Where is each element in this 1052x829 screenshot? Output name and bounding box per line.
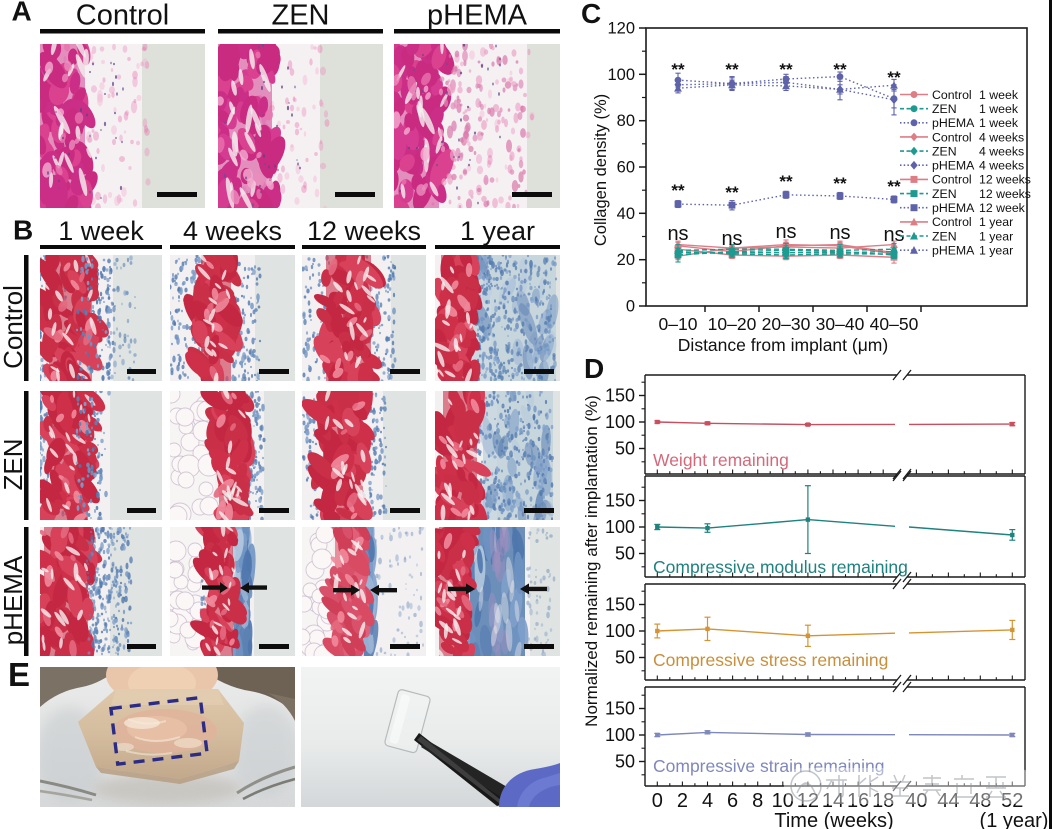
svg-text:Collagen density (%): Collagen density (%) (592, 94, 610, 246)
svg-text:4 weeks: 4 weeks (183, 216, 282, 246)
svg-text:100: 100 (607, 66, 635, 84)
svg-text:B: B (13, 215, 33, 246)
svg-text:C: C (581, 0, 601, 29)
svg-text:12 weeks: 12 weeks (307, 216, 421, 246)
svg-text:D: D (584, 353, 604, 384)
svg-text:60: 60 (617, 158, 635, 176)
svg-text:ZEN: ZEN (272, 0, 330, 32)
svg-text:1 year: 1 year (460, 216, 535, 246)
svg-text:A: A (12, 0, 32, 27)
svg-text:E: E (8, 656, 30, 693)
svg-text:0–10: 0–10 (659, 314, 698, 334)
svg-text:1 week: 1 week (58, 216, 144, 246)
svg-text:Distance from implant (μm): Distance from implant (μm) (678, 335, 888, 355)
svg-text:20: 20 (617, 251, 635, 269)
svg-text:120: 120 (607, 19, 635, 37)
svg-text:10–20: 10–20 (708, 314, 757, 334)
svg-text:pHEMA: pHEMA (427, 0, 528, 32)
svg-text:40–50: 40–50 (870, 314, 919, 334)
svg-text:30–40: 30–40 (816, 314, 865, 334)
svg-text:Control: Control (76, 0, 170, 32)
svg-text:40: 40 (617, 205, 635, 223)
svg-text:80: 80 (617, 112, 635, 130)
svg-text:Control: Control (0, 285, 28, 369)
svg-text:20–30: 20–30 (762, 314, 811, 334)
svg-text:0: 0 (626, 298, 635, 316)
svg-text:ZEN: ZEN (0, 439, 28, 491)
svg-text:pHEMA: pHEMA (0, 555, 28, 645)
